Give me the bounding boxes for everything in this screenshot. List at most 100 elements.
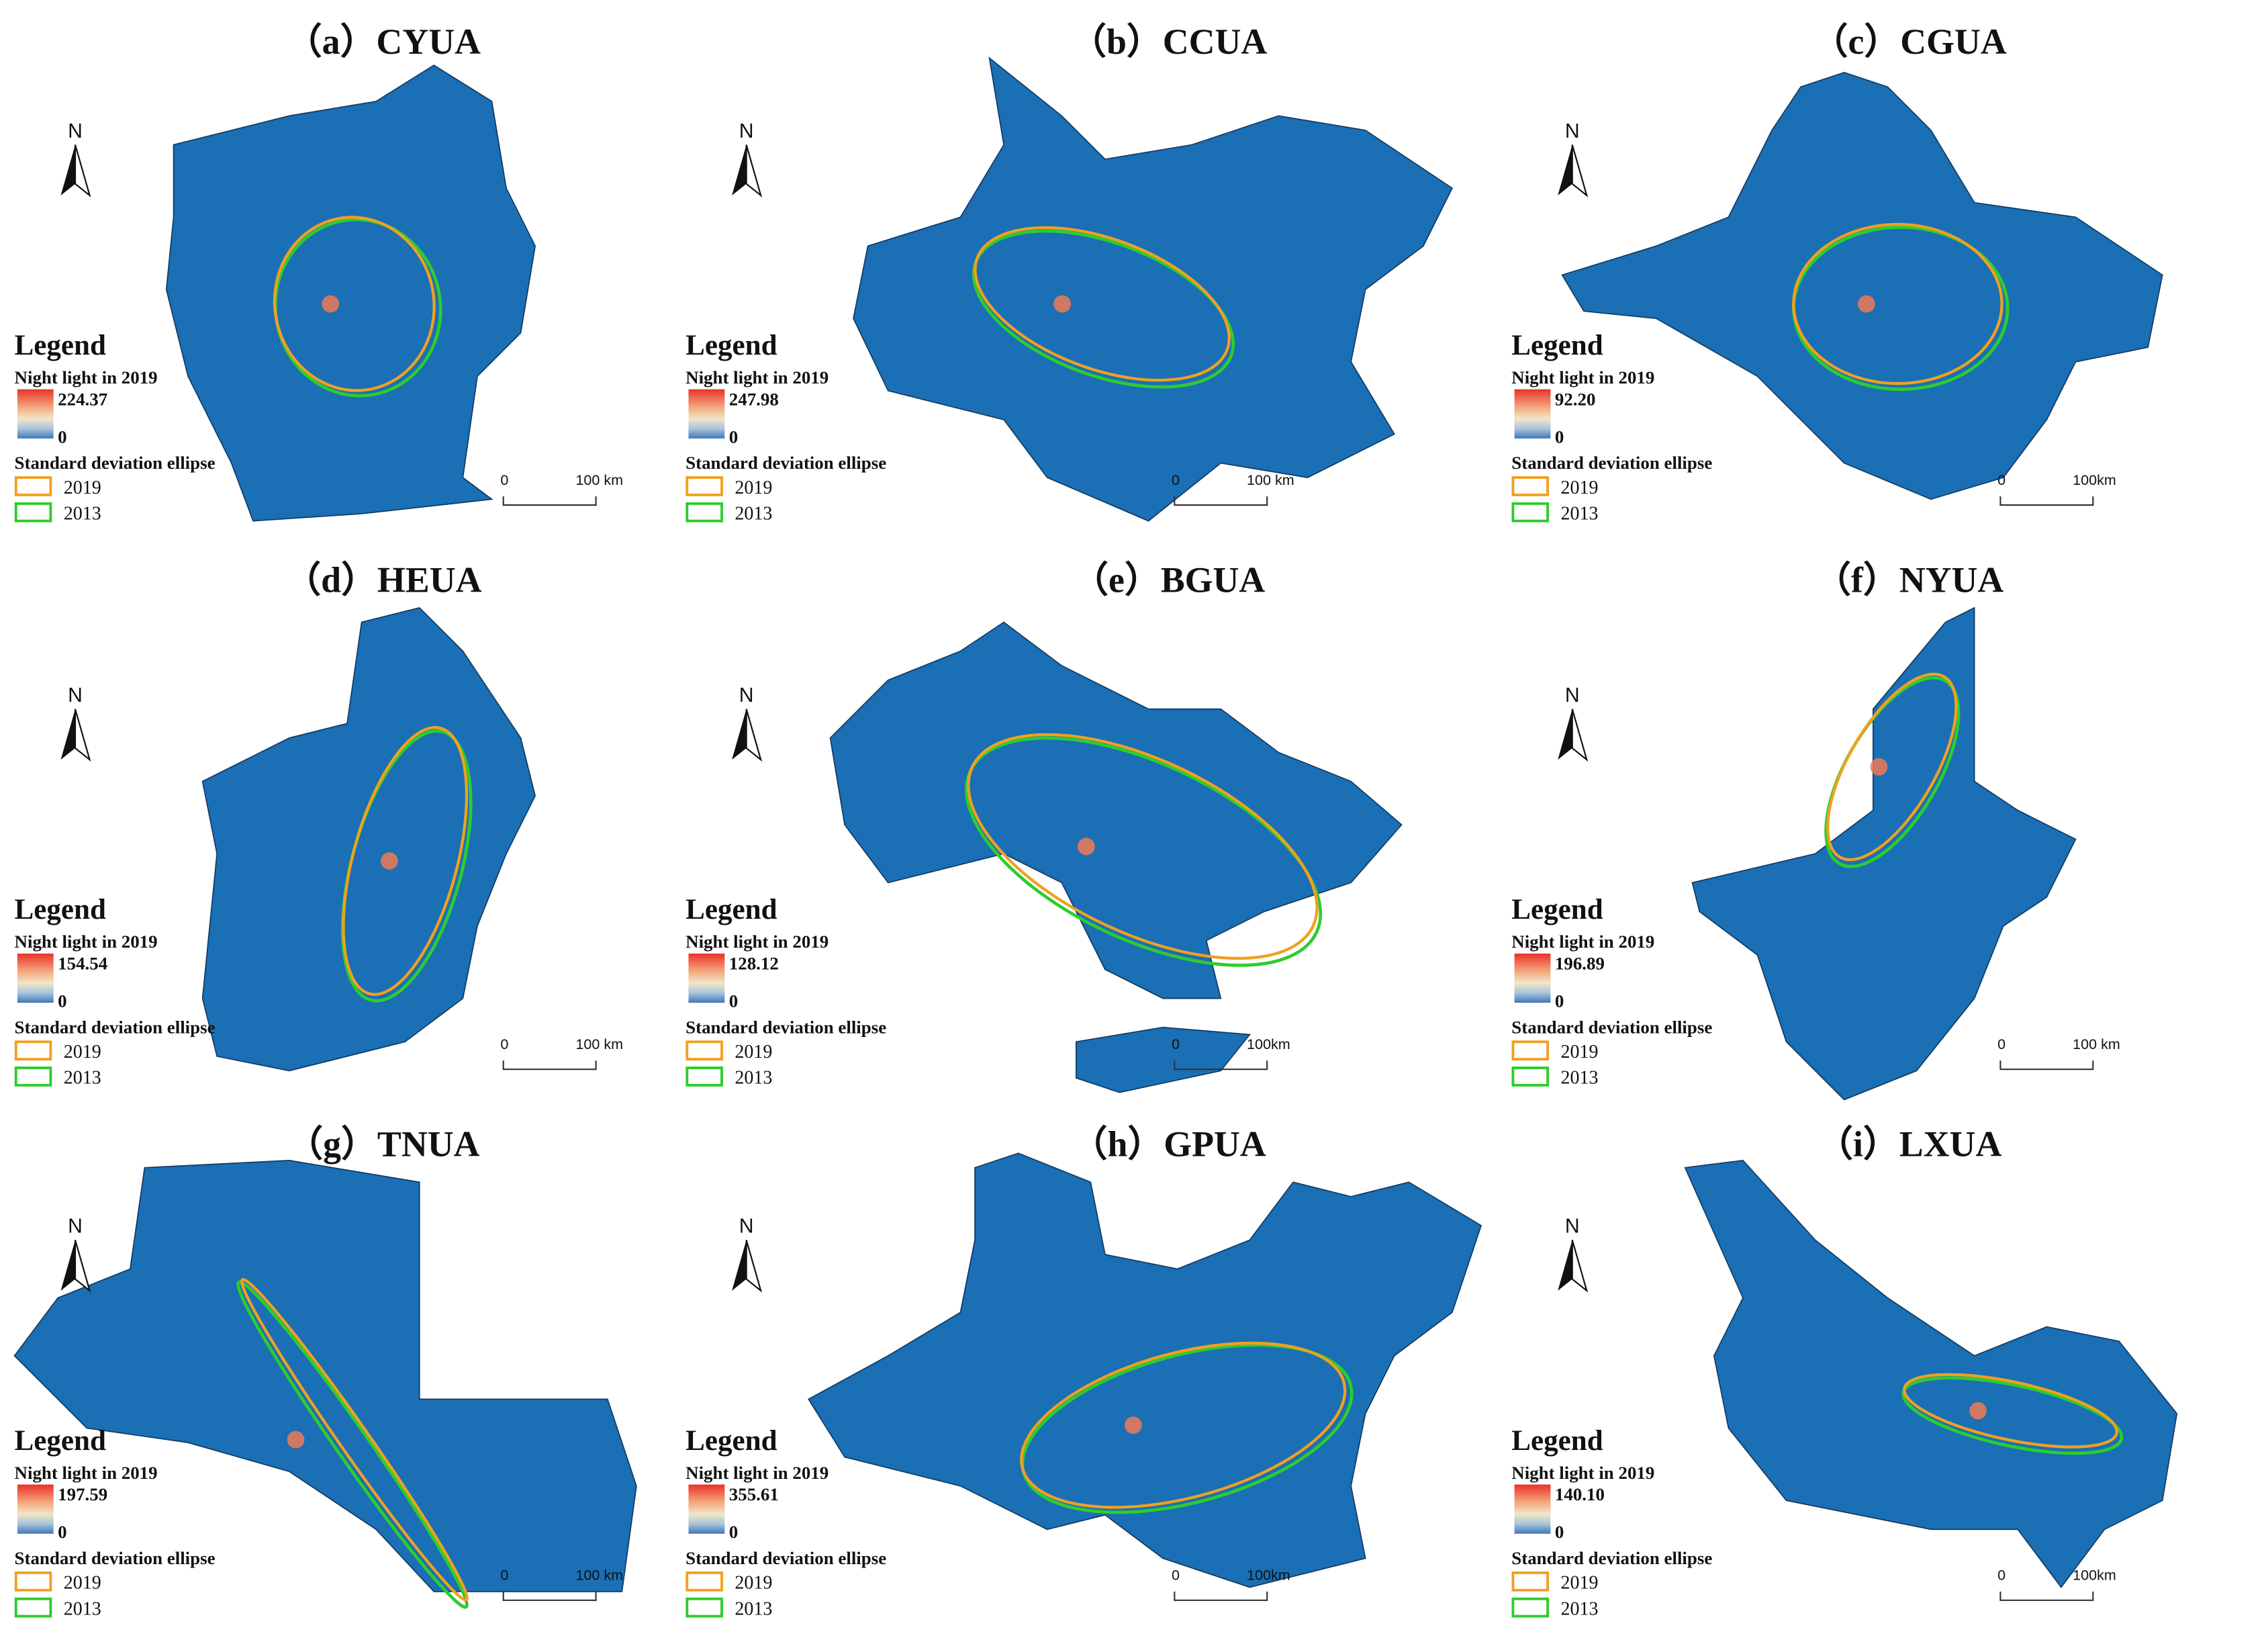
scale-label: 100 km [575,472,623,488]
legend-title: Legend [1511,894,1603,925]
legend-swatch-2013 [686,1066,723,1087]
min-value: 0 [1555,1522,1564,1542]
region-map [853,56,1454,522]
scale-bar [1174,1591,1268,1601]
scale-label: 0 [1172,472,1180,488]
north-arrow [745,709,763,762]
max-value: 224.37 [58,389,107,409]
scale-label: 100km [1247,1036,1290,1052]
color-ramp [1514,1484,1551,1534]
color-ramp [17,953,54,1003]
ellipse-2019 [967,733,1319,960]
legend-swatch-2019 [1511,1571,1550,1592]
scale-label: 0 [1997,1036,2005,1052]
scale-bar [1174,496,1268,506]
panel-title: （g）TNUA [287,1124,479,1164]
legend-swatch-2019 [14,1571,52,1592]
legend-swatch-2019 [686,476,723,496]
legend-swatch-2013 [1511,502,1550,522]
night-light-label: Night light in 2019 [15,931,158,952]
min-value: 0 [729,991,738,1011]
panel-title: （f）NYUA [1815,559,2003,600]
color-ramp [688,389,725,439]
legend-year: 2013 [1561,504,1599,525]
scale-label: 100km [2073,472,2116,488]
panel-title: （a）CYUA [286,21,481,62]
legend-title: Legend [686,894,777,925]
legend-title: Legend [1511,1425,1603,1457]
north-label: N [739,120,754,142]
ellipse-2019 [240,1277,469,1602]
scale-label: 0 [500,1567,508,1584]
north-label: N [1565,120,1580,142]
legend-year: 2013 [64,1068,101,1089]
legend-title: Legend [15,894,106,925]
legend-swatch-2019 [1511,476,1550,496]
legend-swatch-2013 [14,502,52,522]
north-arrow [732,1240,747,1291]
max-value: 154.54 [58,954,107,974]
night-light-label: Night light in 2019 [15,1463,158,1483]
city-light [287,1430,305,1449]
scale-label: 0 [500,472,508,488]
ellipse-label: Standard deviation ellipse [15,1548,216,1568]
color-ramp [17,1484,54,1534]
night-light-label: Night light in 2019 [1511,931,1654,952]
min-value: 0 [58,1522,66,1542]
legend-year: 2013 [735,504,772,525]
legend-swatch-2013 [14,1066,52,1087]
north-label: N [68,684,83,707]
legend-year: 2013 [735,1068,772,1089]
north-arrow [1558,144,1572,195]
scale-label: 100 km [575,1036,623,1052]
scale-label: 0 [1172,1567,1180,1584]
region-map [1684,1160,2178,1588]
panel-title: （d）HEUA [285,559,481,600]
scale-label: 100km [1247,1567,1290,1584]
region-map [829,621,1403,999]
legend-title: Legend [15,330,106,361]
legend-year: 2019 [64,1573,101,1594]
north-arrow [60,144,76,195]
max-value: 92.20 [1555,389,1596,409]
legend-title: Legend [686,330,777,361]
legend-swatch-2019 [14,1040,52,1061]
legend-title: Legend [686,1425,777,1457]
min-value: 0 [58,426,66,447]
legend-title: Legend [1511,330,1603,361]
scale-bar [1999,1060,2094,1071]
scale-label: 100 km [1247,472,1294,488]
legend-swatch-2013 [1511,1597,1550,1618]
ellipse-label: Standard deviation ellipse [1511,453,1712,473]
ellipse-label: Standard deviation ellipse [686,1017,886,1037]
ellipse-label: Standard deviation ellipse [1511,1017,1712,1037]
north-arrow [1571,1240,1589,1293]
legend-year: 2019 [735,1573,772,1594]
scale-bar [502,496,597,506]
legend-swatch-2013 [1511,1066,1550,1087]
north-arrow [732,709,747,760]
region-map [201,607,536,1072]
city-light [1053,295,1072,313]
region-map [1075,1026,1251,1093]
legend-year: 2013 [1561,1068,1599,1089]
color-ramp [1514,389,1551,439]
night-light-label: Night light in 2019 [1511,1463,1654,1483]
legend-swatch-2013 [686,502,723,522]
north-arrow [1558,709,1572,760]
north-label: N [739,684,754,707]
panel-title: （c）CGUA [1812,21,2007,62]
ellipse-label: Standard deviation ellipse [15,1017,216,1037]
scale-bar [502,1591,597,1601]
max-value: 247.98 [729,389,779,409]
max-value: 196.89 [1555,954,1605,974]
legend-title: Legend [15,1425,106,1457]
legend-swatch-2019 [1511,1040,1550,1061]
ellipse-label: Standard deviation ellipse [1511,1548,1712,1568]
legend-year: 2019 [64,1042,101,1062]
